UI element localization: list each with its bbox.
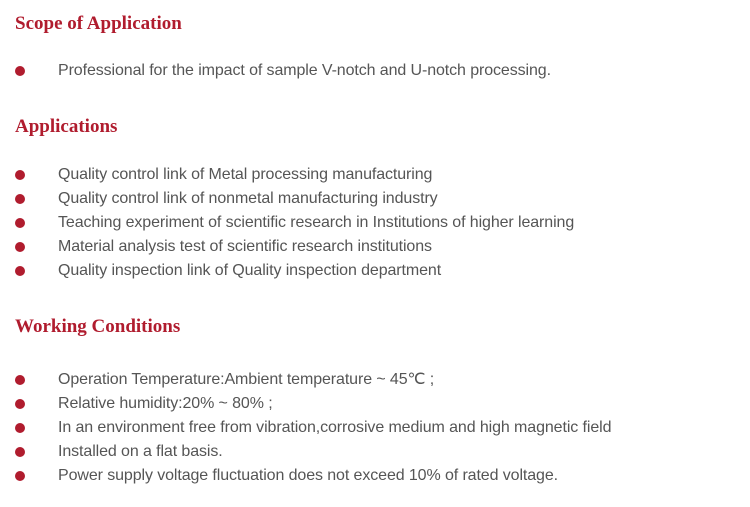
list-item-text: Material analysis test of scientific res… bbox=[58, 238, 432, 255]
bullet-icon bbox=[15, 194, 25, 204]
bullet-icon bbox=[15, 447, 25, 457]
list-item-text: Professional for the impact of sample V-… bbox=[58, 62, 551, 79]
section-heading-working-conditions: Working Conditions bbox=[15, 316, 181, 337]
list-item-text: In an environment free from vibration,co… bbox=[58, 419, 612, 436]
list-item-text: Quality inspection link of Quality inspe… bbox=[58, 262, 442, 279]
section-heading-scope: Scope of Application bbox=[15, 13, 182, 34]
bullet-icon bbox=[15, 242, 25, 252]
bullet-icon bbox=[15, 218, 25, 228]
section-heading-applications: Applications bbox=[15, 116, 118, 137]
list-item-text: Installed on a flat basis. bbox=[58, 443, 223, 460]
list-item-text: Quality control link of nonmetal manufac… bbox=[58, 190, 438, 207]
bullet-icon bbox=[15, 170, 25, 180]
list-item-text: Operation Temperature:Ambient temperatur… bbox=[58, 371, 435, 388]
list-item-text: Quality control link of Metal processing… bbox=[58, 166, 433, 183]
bullet-icon bbox=[15, 66, 25, 76]
list-item-text: Teaching experiment of scientific resear… bbox=[58, 214, 575, 231]
bullet-icon bbox=[15, 375, 25, 385]
list-item-text: Relative humidity:20% ~ 80% ; bbox=[58, 395, 273, 412]
bullet-icon bbox=[15, 471, 25, 481]
bullet-icon bbox=[15, 423, 25, 433]
list-item-text: Power supply voltage fluctuation does no… bbox=[58, 467, 558, 484]
bullet-icon bbox=[15, 399, 25, 409]
bullet-icon bbox=[15, 266, 25, 276]
